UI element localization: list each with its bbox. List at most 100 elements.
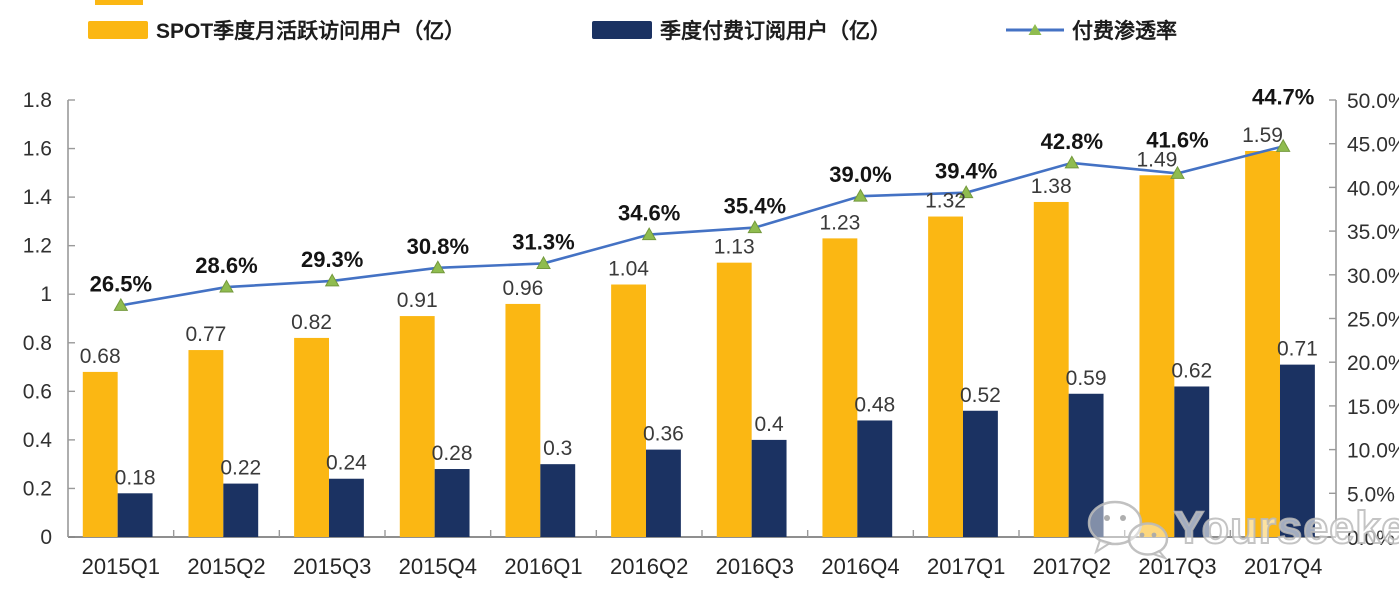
line-marker-triangle-icon (113, 297, 129, 311)
subscribers-value-label: 0.48 (854, 393, 895, 416)
left-axis-tick-label: 1.8 (23, 89, 52, 112)
penetration-pct-label: 26.5% (90, 271, 152, 296)
x-axis-category-label: 2017Q2 (1033, 554, 1111, 579)
x-axis-category-label: 2016Q2 (610, 554, 688, 579)
bar-mau (1033, 201, 1069, 537)
left-axis-tick-label: 0.6 (23, 380, 52, 403)
mau-value-label: 1.49 (1136, 148, 1177, 171)
line-marker-triangle-icon (430, 260, 446, 274)
bar-mau (294, 337, 329, 537)
subscribers-value-label: 0.3 (543, 437, 572, 460)
mau-value-label: 0.91 (397, 289, 438, 312)
line-marker-triangle-icon (219, 279, 234, 293)
bar-mau (188, 350, 224, 537)
bar-mau (822, 238, 858, 537)
x-axis-category-label: 2017Q3 (1138, 554, 1216, 579)
penetration-pct-label: 29.3% (301, 247, 363, 272)
right-axis-tick-label: 20.0% (1347, 352, 1399, 375)
right-axis-tick-label: 10.0% (1347, 440, 1399, 463)
mau-value-label: 1.38 (1031, 175, 1072, 198)
mau-value-label: 0.68 (80, 345, 121, 368)
subscribers-value-label: 0.62 (1171, 359, 1212, 382)
left-axis-tick-label: 0.4 (23, 429, 53, 452)
right-axis-tick-label: 25.0% (1347, 309, 1399, 332)
subscribers-value-label: 0.24 (326, 452, 367, 475)
right-axis-tick-label: 40.0% (1347, 177, 1399, 200)
right-axis-tick-label: 35.0% (1347, 221, 1399, 244)
left-axis-tick-label: 1.2 (23, 235, 52, 258)
cropped-swatch-artifact (95, 0, 143, 5)
mau-value-label: 1.32 (925, 190, 966, 213)
left-axis-tick-label: 0 (40, 526, 52, 549)
line-marker-triangle-icon (641, 227, 657, 241)
line-marker-icon (1006, 24, 1064, 35)
bar-mau (82, 371, 118, 537)
bar-subscribers (645, 449, 681, 537)
right-axis-tick-label: 5.0% (1347, 483, 1395, 506)
right-axis-tick-label: 15.0% (1347, 396, 1399, 419)
line-marker-triangle-icon (747, 220, 763, 234)
x-axis-category-label: 2016Q1 (504, 554, 582, 579)
left-axis-tick-label: 1 (40, 283, 52, 306)
legend-label-mau: SPOT季度月活跃访问用户（亿） (156, 20, 466, 43)
bar-mau (928, 216, 963, 538)
legend-item-subscribers: 季度付费订阅用户（亿） (592, 18, 891, 43)
line-marker-triangle-icon (958, 185, 974, 199)
mau-value-label: 1.04 (608, 258, 649, 281)
bar-mau (716, 262, 752, 537)
subscribers-value-label: 0.28 (432, 442, 473, 465)
left-axis-tick-label: 1.6 (23, 138, 52, 161)
bar-subscribers (434, 469, 470, 537)
bar-subscribers (962, 410, 998, 537)
penetration-pct-label: 30.8% (407, 234, 469, 259)
bar-subscribers (328, 478, 364, 537)
line-marker-triangle-icon (1170, 165, 1185, 179)
x-axis-category-label: 2016Q4 (821, 554, 899, 579)
bar-subscribers (1174, 386, 1210, 537)
subscribers-value-label: 0.18 (115, 466, 156, 489)
mau-value-label: 0.77 (185, 323, 226, 346)
penetration-pct-label: 39.4% (935, 159, 997, 184)
penetration-line (120, 145, 1284, 307)
x-axis-category-label: 2015Q1 (82, 554, 160, 579)
right-axis-tick-label: 30.0% (1347, 265, 1399, 288)
line-marker-triangle-icon (1275, 138, 1291, 152)
x-axis-category-label: 2015Q3 (293, 554, 371, 579)
penetration-pct-label: 28.6% (195, 253, 257, 278)
subscribers-value-label: 0.22 (220, 457, 261, 480)
left-axis-tick-label: 1.4 (23, 186, 53, 209)
line-marker-triangle-icon (536, 255, 551, 269)
bar-subscribers (223, 483, 259, 537)
left-axis-tick-label: 0.8 (23, 332, 52, 355)
subscribers-value-label: 0.52 (960, 384, 1001, 407)
legend-label-penetration: 付费渗透率 (1072, 20, 1177, 43)
bar-subscribers (1068, 393, 1104, 537)
subscribers-value-label: 0.36 (643, 423, 684, 446)
bar-subscribers (751, 439, 787, 537)
bar-mau (611, 284, 646, 537)
mau-value-label: 0.96 (502, 277, 543, 300)
mau-value-label: 1.23 (819, 211, 860, 234)
x-axis-category-label: 2017Q1 (927, 554, 1005, 579)
penetration-pct-label: 31.3% (512, 229, 574, 254)
right-axis-tick-label: 45.0% (1347, 134, 1399, 157)
subscribers-swatch-icon (592, 21, 652, 39)
x-axis-category-label: 2015Q2 (187, 554, 265, 579)
bar-subscribers (857, 420, 893, 537)
left-axis-tick-label: 0.2 (23, 477, 52, 500)
penetration-pct-label: 35.4% (724, 194, 786, 219)
right-axis-tick-label: 50.0% (1347, 90, 1399, 113)
subscribers-value-label: 0.59 (1066, 367, 1107, 390)
subscribers-value-label: 0.4 (754, 413, 784, 436)
legend-item-penetration: 付费渗透率 (1006, 18, 1177, 43)
penetration-pct-label: 34.6% (618, 201, 680, 226)
bar-mau (505, 303, 541, 537)
bar-subscribers (1279, 364, 1315, 537)
bar-subscribers (540, 464, 576, 537)
penetration-pct-label: 42.8% (1041, 129, 1103, 154)
right-axis-tick-label: 0.0% (1347, 527, 1395, 550)
bar-mau (1139, 175, 1175, 537)
mau-value-label: 1.13 (714, 236, 755, 259)
